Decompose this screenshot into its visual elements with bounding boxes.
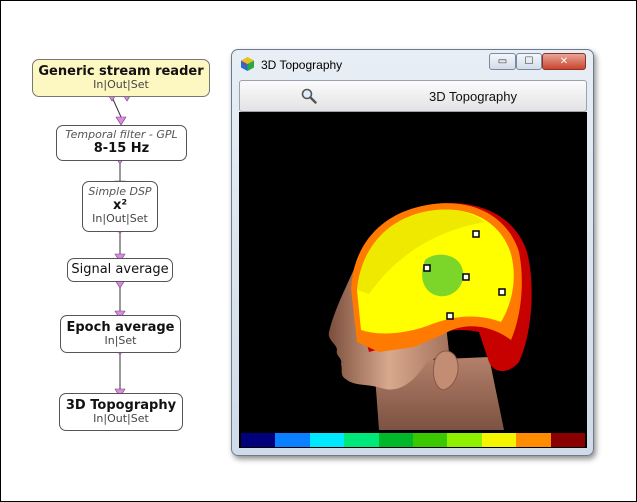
box-title: 3D Topography [65,398,177,413]
3d-topography-box[interactable]: 3D Topography In|Out|Set [59,393,183,431]
in-link[interactable]: In [93,78,104,91]
out-link[interactable]: Out [107,412,128,425]
search-icon [301,88,317,104]
box-title: Generic stream reader [38,64,204,79]
electrode-markers [423,230,506,320]
close-button[interactable]: ✕ [542,53,586,70]
signal-average-box[interactable]: Signal average [67,258,173,282]
color-scale-segment [275,433,310,447]
set-link[interactable]: Set [129,212,148,225]
toolbar-label: 3D Topography [429,89,517,104]
color-scale-segment [413,433,448,447]
color-scale-segment [378,433,414,447]
head-topography-render [328,203,532,430]
color-scale-segment [241,433,276,447]
box-title: x² [112,198,128,213]
in-link[interactable]: In [92,212,103,225]
minimize-button[interactable]: ▭ [489,53,516,70]
box-subtitle: Simple DSP [88,185,152,198]
set-link[interactable]: Set [130,78,149,91]
color-scale-segment [550,433,586,447]
temporal-filter-box[interactable]: Temporal filter - GPL 8-15 Hz [56,125,187,161]
io-links: In|Out|Set [93,412,149,425]
color-scale-segment [481,433,517,447]
generic-stream-reader-box[interactable]: Generic stream reader In|Out|Set [32,59,210,97]
toolbar-button[interactable]: 3D Topography [239,80,587,112]
color-scale-segment [309,433,345,447]
box-title: 8-15 Hz [93,141,150,156]
in-link[interactable]: In [93,412,104,425]
color-scale-bar [241,433,586,447]
color-scale-segment [344,433,379,447]
color-scale-segment [516,433,551,447]
topography-viewport[interactable] [239,112,587,448]
epoch-average-box[interactable]: Epoch average In|Set [60,315,181,353]
app-cube-icon [241,57,254,71]
temporal-in-port [115,116,127,126]
set-link[interactable]: Set [118,334,137,347]
box-title: Epoch average [66,320,175,335]
simple-dsp-box[interactable]: Simple DSP x² In|Out|Set [82,181,158,232]
io-links: In|Out|Set [93,78,149,91]
scalp-green [422,254,464,297]
maximize-button[interactable]: ☐ [516,53,542,70]
io-links: In|Out|Set [92,212,148,225]
set-link[interactable]: Set [130,412,149,425]
in-link[interactable]: In [104,334,115,347]
ear-shape [432,350,459,391]
out-link[interactable]: Out [106,212,127,225]
box-subtitle: Temporal filter - GPL [65,128,178,141]
window-titlebar[interactable]: 3D Topography ▭ ☐ ✕ [232,50,593,78]
box-title: Signal average [71,262,169,277]
topography-window: 3D Topography ▭ ☐ ✕ 3D Topography [231,49,594,456]
out-link[interactable]: Out [107,78,128,91]
window-title: 3D Topography [261,58,343,72]
color-scale-segment [447,433,482,447]
io-links: In|Set [104,334,137,347]
